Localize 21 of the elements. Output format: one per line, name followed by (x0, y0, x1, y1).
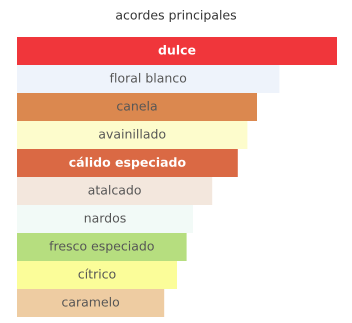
y-tick-label: floral blanco (110, 72, 186, 83)
y-tick-label: avainillado (99, 128, 166, 139)
bar (17, 65, 280, 93)
y-tick-label: nardos (84, 212, 126, 223)
y-tick-label: canela (117, 100, 157, 111)
y-tick-label: dulce (158, 44, 196, 55)
bar (17, 233, 187, 261)
bar (17, 289, 164, 317)
bar (17, 205, 193, 233)
chart-title: acordes principales (116, 10, 236, 22)
y-tick-label: cítrico (78, 268, 116, 279)
y-tick-label: fresco especiado (49, 240, 154, 254)
y-tick-label: caramelo (62, 296, 120, 307)
bar (17, 177, 212, 205)
bar (17, 149, 238, 177)
y-tick-label: atalcado (88, 184, 141, 195)
bar (17, 261, 177, 289)
bar (17, 121, 248, 149)
bar (17, 37, 337, 65)
bar (17, 93, 257, 121)
y-tick-label: cálido especiado (69, 156, 186, 170)
